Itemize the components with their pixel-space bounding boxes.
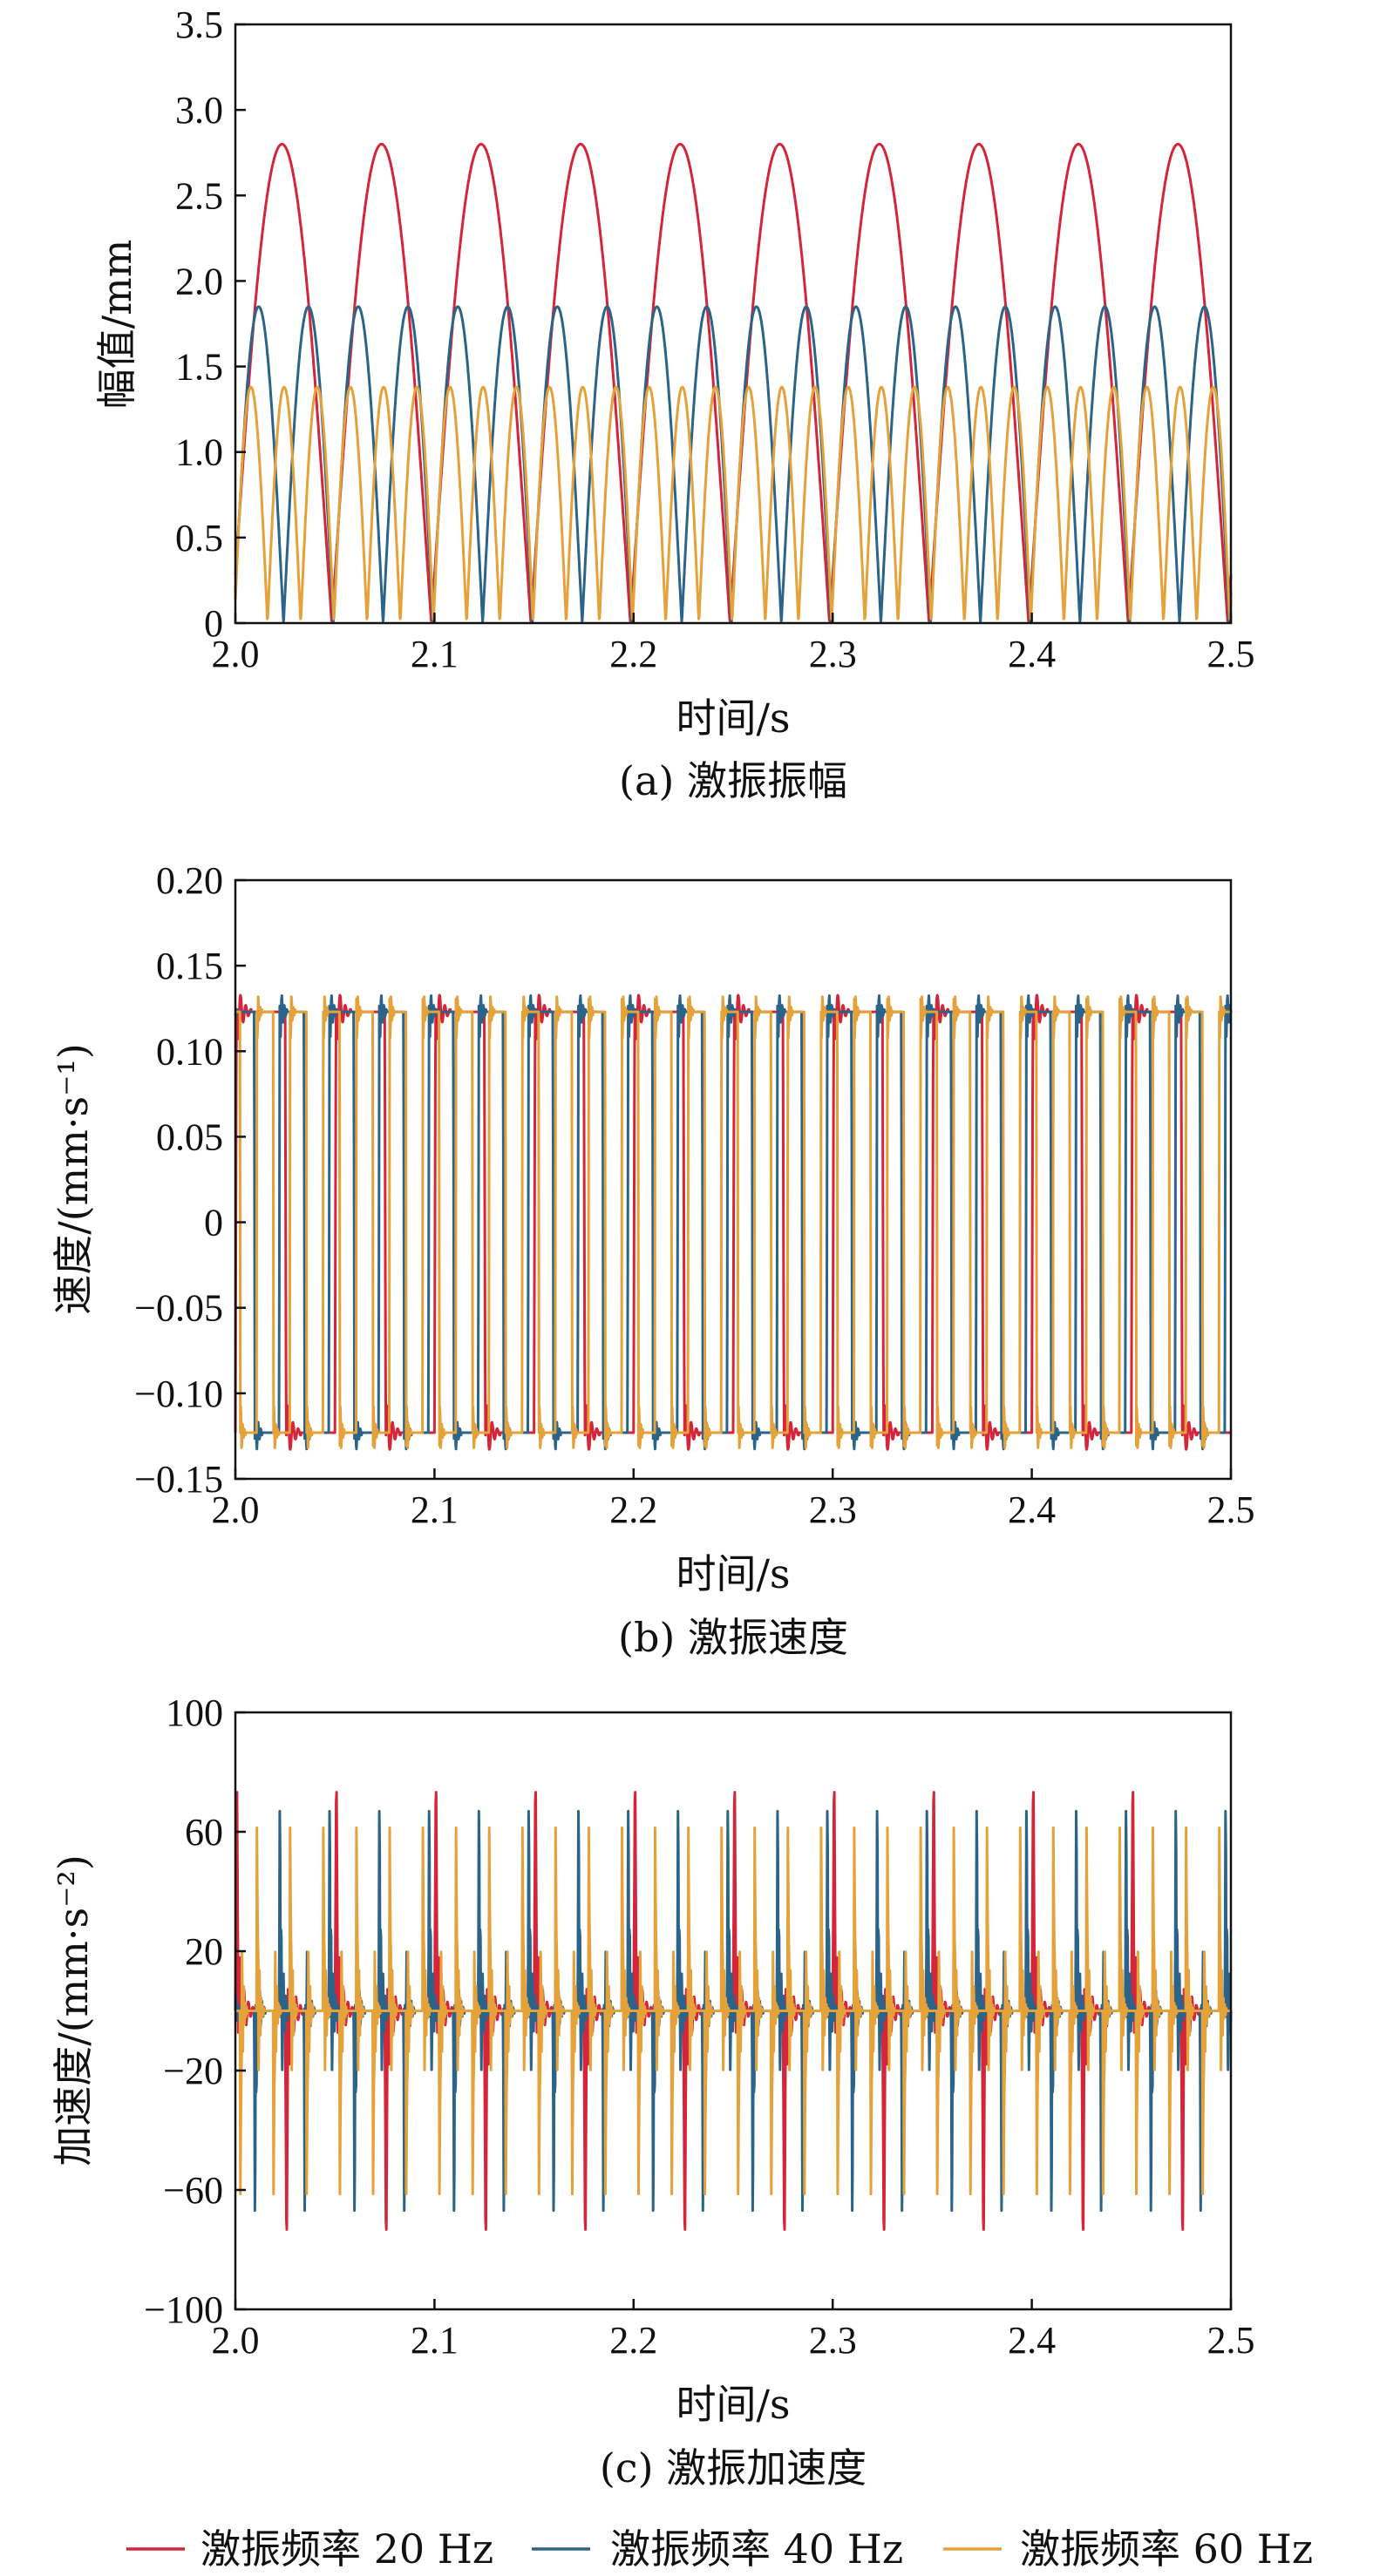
- panel-b-ticks: 2.0 2.1 2.2 2.3 2.4 2.5 −0.15 −0.10 −0.05 0 0.05 0.…: [134, 859, 1254, 1531]
- panel-b-ytick-label: 0.15: [156, 945, 223, 987]
- panel-c-xlabel: 时间/s: [676, 2381, 790, 2428]
- panel-b-xtick-label: 2.0: [212, 1488, 260, 1531]
- panel-b-xtick-label: 2.5: [1207, 1488, 1255, 1531]
- panel-b-series-group: [234, 993, 1233, 1451]
- panel-a-series-60hz: [234, 385, 1233, 620]
- panel-c-xtick-label: 2.1: [411, 2319, 459, 2362]
- panel-c-xtick-label: 2.4: [1008, 2319, 1056, 2362]
- panel-b-series-60hz: [234, 995, 1232, 1449]
- panel-a-xtick-label: 2.0: [212, 633, 260, 675]
- panel-b-ytick-label: 0.10: [156, 1030, 223, 1073]
- panel-c-ytick-label: −100: [144, 2288, 223, 2331]
- panel-c-xtick-label: 2.5: [1207, 2319, 1255, 2362]
- panel-c-ticks: 2.0 2.1 2.2 2.3 2.4 2.5 −100 −60 −20 20 60 100: [144, 1691, 1254, 2362]
- panel-b-ylabel: 速度/(mm·s⁻¹): [50, 1043, 97, 1315]
- panel-a-ytick-label: 2.0: [175, 260, 223, 302]
- panel-c-ytick-label: −20: [163, 2050, 223, 2092]
- panel-c-ytick-label: 20: [185, 1930, 223, 1973]
- legend-label-60hz: 激振频率 60 Hz: [1020, 2525, 1313, 2573]
- panel-c: 2.0 2.1 2.2 2.3 2.4 2.5 −100 −60 −20 20 60 100 加速度/…: [50, 1691, 1255, 2491]
- panel-a-xtick-label: 2.4: [1008, 633, 1056, 675]
- panel-c-xtick-label: 2.3: [809, 2319, 857, 2362]
- legend-label-20hz: 激振频率 20 Hz: [201, 2525, 493, 2573]
- panel-a-xlabel: 时间/s: [676, 695, 790, 742]
- panel-a-ticks: 2.0 2.1 2.2 2.3 2.4 2.5 0 0.5 1.0 1.5 2.0 2.5 3.0 3.5: [175, 3, 1255, 675]
- panel-a-series-20hz: [234, 142, 1233, 622]
- panel-a: 2.0 2.1 2.2 2.3 2.4 2.5 0 0.5 1.0 1.5 2.0 2.5 3.0 3.5…: [93, 3, 1255, 804]
- panel-b-ytick-label: −0.10: [134, 1373, 223, 1415]
- panel-a-xtick-label: 2.5: [1207, 633, 1255, 675]
- panel-b-xtick-label: 2.3: [809, 1488, 857, 1531]
- panel-c-xtick-label: 2.2: [609, 2319, 657, 2362]
- panel-c-plot-frame: [234, 1711, 1233, 2311]
- panel-a-ylabel: 幅值/mm: [93, 240, 140, 410]
- panel-a-ytick-label: 0.5: [175, 517, 223, 559]
- panel-c-ytick-label: 60: [185, 1811, 223, 1854]
- panel-b-ytick-label: 0: [204, 1202, 223, 1244]
- panel-b-xtick-label: 2.4: [1008, 1488, 1056, 1531]
- panel-a-plot-frame: [234, 23, 1233, 625]
- panel-a-ytick-label: 0: [204, 602, 223, 645]
- panel-b-ytick-label: −0.05: [134, 1287, 223, 1330]
- panel-a-ytick-label: 2.5: [175, 174, 223, 217]
- panel-b-caption: (b) 激振速度: [618, 1614, 848, 1661]
- panel-a-ytick-label: 1.0: [175, 431, 223, 474]
- panel-c-ytick-label: 100: [166, 1691, 223, 1734]
- panel-c-caption: (c) 激振加速度: [600, 2444, 867, 2491]
- panel-a-ytick-label: 3.5: [175, 3, 223, 46]
- panel-b-xlabel: 时间/s: [676, 1550, 790, 1597]
- panel-c-series-group: [234, 1791, 1233, 2231]
- panel-b-ytick-label: 0.05: [156, 1115, 223, 1158]
- panel-a-xtick-label: 2.2: [609, 633, 657, 675]
- panel-c-xtick-label: 2.0: [212, 2319, 260, 2362]
- panel-b-xtick-label: 2.2: [609, 1488, 657, 1531]
- legend-label-40hz: 激振频率 40 Hz: [610, 2525, 903, 2573]
- panel-b-ytick-label: 0.20: [156, 859, 223, 902]
- panel-a-caption: (a) 激振振幅: [619, 757, 847, 804]
- panel-a-ytick-label: 3.0: [175, 89, 223, 132]
- panel-a-xtick-label: 2.1: [411, 633, 459, 675]
- panel-c-ytick-label: −60: [163, 2169, 223, 2212]
- panel-a-xtick-label: 2.3: [809, 633, 857, 675]
- panel-c-series-60hz: [234, 1826, 1232, 2196]
- panel-b-xtick-label: 2.1: [411, 1488, 459, 1531]
- panel-a-series-group: [234, 142, 1233, 623]
- panel-c-ylabel: 加速度/(mm·s⁻²): [50, 1854, 97, 2166]
- panel-a-ytick-label: 1.5: [175, 346, 223, 389]
- legend: 激振频率 20 Hz 激振频率 40 Hz 激振频率 60 Hz: [126, 2525, 1313, 2573]
- panel-b-plot-frame: [234, 878, 1233, 1481]
- panel-b: 2.0 2.1 2.2 2.3 2.4 2.5 −0.15 −0.10 −0.05 0 0.05 0.…: [50, 859, 1255, 1661]
- panel-b-series-20hz: [234, 993, 1232, 1451]
- panel-b-ytick-label: −0.15: [134, 1458, 223, 1501]
